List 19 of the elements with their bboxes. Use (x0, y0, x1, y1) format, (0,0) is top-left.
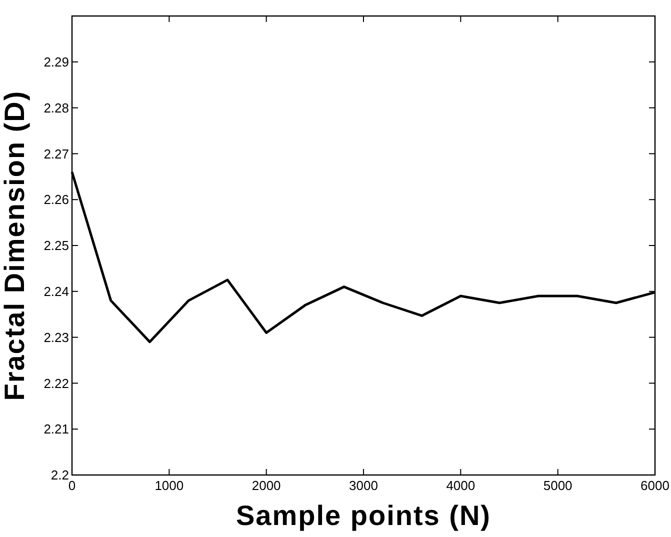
y-tick-label: 2.22 (44, 376, 69, 391)
x-tick-label: 2000 (252, 478, 281, 493)
x-tick-label: 0 (68, 478, 76, 493)
y-axis-title: Fractal Dimension (D) (0, 90, 30, 401)
y-tick-label: 2.21 (44, 422, 69, 437)
y-tick-label: 2.26 (44, 192, 69, 208)
x-tick-label: 4000 (446, 478, 476, 493)
x-axis-title: Sample points (N) (236, 500, 492, 531)
y-tick-label: 2.27 (44, 146, 69, 162)
y-tick-label: 2.29 (44, 54, 69, 70)
x-tick-label: 3000 (349, 478, 378, 493)
x-tick-label: 5000 (543, 478, 572, 493)
y-tick-label: 2.28 (44, 100, 69, 116)
y-tick-label: 2.23 (44, 330, 69, 345)
y-tick-label: 2.24 (44, 284, 69, 299)
x-tick-label: 6000 (640, 478, 670, 493)
x-tick-label: 1000 (154, 478, 184, 493)
y-tick-label: 2.2 (50, 468, 69, 483)
y-tick-label: 2.25 (44, 238, 69, 254)
